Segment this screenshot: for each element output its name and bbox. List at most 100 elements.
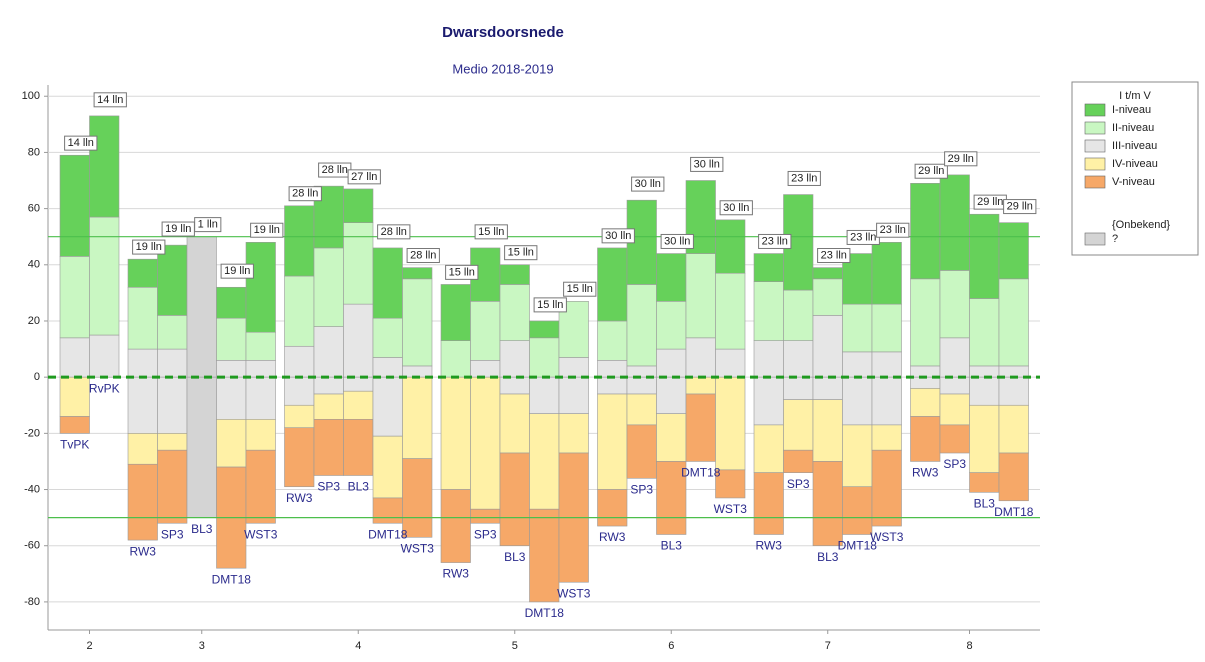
bar-segment: [812, 376, 843, 400]
count-label: 23 lln: [880, 224, 906, 236]
x-tick-label: 5: [512, 640, 518, 652]
bar-segment: [284, 275, 315, 347]
count-label: 27 lln: [351, 171, 377, 183]
bar-segment: [597, 376, 628, 395]
bar-segment: [372, 497, 403, 524]
bar-segment: [372, 317, 403, 358]
bar-label: BL3: [974, 497, 996, 511]
bar-segment: [59, 337, 90, 378]
bar-segment: [186, 376, 217, 518]
bar-label: DMT18: [838, 539, 878, 553]
bar-segment: [969, 404, 1000, 473]
y-tick-label: 100: [22, 90, 40, 102]
bar-segment: [685, 376, 716, 395]
count-label: 19 lln: [136, 241, 162, 253]
count-label: 30 lln: [694, 158, 720, 170]
bar-segment: [402, 376, 433, 459]
bar-segment: [939, 376, 970, 395]
bar-segment: [939, 270, 970, 339]
bar-segment: [470, 360, 501, 378]
bar-label: DMT18: [525, 606, 565, 620]
count-label-box: [563, 281, 597, 297]
bar-segment: [157, 244, 188, 316]
bar-segment: [245, 449, 276, 524]
count-label: 15 lln: [567, 283, 593, 295]
bar-segment: [127, 463, 158, 541]
count-label: 23 lln: [850, 231, 876, 243]
count-label-box: [817, 248, 851, 264]
bar-segment: [939, 174, 970, 271]
count-label: 15 lln: [537, 299, 563, 311]
bar-segment: [626, 424, 657, 479]
count-label: 23 lln: [762, 235, 788, 247]
y-tick-label: 60: [28, 203, 40, 215]
bar-segment: [871, 424, 902, 451]
legend-swatch: [1084, 103, 1106, 117]
bar-segment: [216, 376, 247, 420]
legend-swatch: [1084, 232, 1106, 246]
bar-segment: [910, 416, 941, 462]
count-label: 19 lln: [165, 223, 191, 235]
bar-label: RW3: [443, 567, 470, 581]
bar-label: SP3: [474, 527, 497, 541]
bar-segment: [127, 258, 158, 288]
bar-segment: [969, 376, 1000, 406]
bar-segment: [157, 315, 188, 350]
bar-segment: [842, 351, 873, 378]
bar-segment: [812, 267, 843, 280]
bar-label: SP3: [943, 457, 966, 471]
bar-segment: [127, 433, 158, 465]
x-tick-label: 8: [966, 640, 972, 652]
bar-segment: [753, 281, 784, 341]
bar-segment: [313, 393, 344, 420]
bar-segment: [715, 469, 746, 499]
legend-swatch: [1084, 157, 1106, 171]
bar-segment: [470, 247, 501, 302]
bar-segment: [499, 376, 530, 395]
bar-segment: [402, 267, 433, 280]
bar-segment: [910, 365, 941, 378]
bar-segment: [871, 303, 902, 353]
legend-label: IV-niveau: [1112, 158, 1158, 170]
bar-segment: [157, 433, 188, 451]
bar-segment: [343, 419, 374, 476]
bar-segment: [626, 284, 657, 367]
bar-label: WST3: [244, 527, 278, 541]
count-label-box: [660, 233, 694, 249]
legend-label: III-niveau: [1112, 140, 1157, 152]
bar-segment: [871, 351, 902, 378]
y-tick-label: 80: [28, 146, 40, 158]
bar-segment: [440, 284, 471, 341]
bar-segment: [372, 247, 403, 319]
bar-segment: [343, 222, 374, 305]
bar-segment: [343, 390, 374, 420]
bar-segment: [313, 419, 344, 476]
count-label: 19 lln: [254, 224, 280, 236]
y-tick-label: -40: [24, 483, 40, 495]
bar-segment: [186, 236, 217, 378]
bar-segment: [715, 272, 746, 350]
bar-segment: [89, 334, 120, 378]
bar-segment: [402, 458, 433, 538]
bar-segment: [89, 115, 120, 218]
count-label-box: [719, 200, 753, 216]
bar-segment: [529, 413, 560, 510]
count-label-box: [914, 163, 948, 179]
bar-segment: [313, 326, 344, 378]
bar-segment: [910, 278, 941, 367]
count-label: 15 lln: [478, 226, 504, 238]
count-label-box: [132, 239, 166, 255]
count-label: 19 lln: [224, 265, 250, 277]
bar-segment: [499, 340, 530, 378]
bar-segment: [842, 486, 873, 535]
bar-segment: [812, 278, 843, 316]
bar-segment: [998, 404, 1029, 454]
bar-segment: [783, 289, 814, 341]
count-label-box: [1003, 199, 1037, 215]
bar-segment: [216, 360, 247, 378]
bar-segment: [969, 298, 1000, 367]
bar-segment: [715, 376, 746, 471]
count-label: 29 lln: [918, 165, 944, 177]
count-label-box: [474, 224, 508, 240]
